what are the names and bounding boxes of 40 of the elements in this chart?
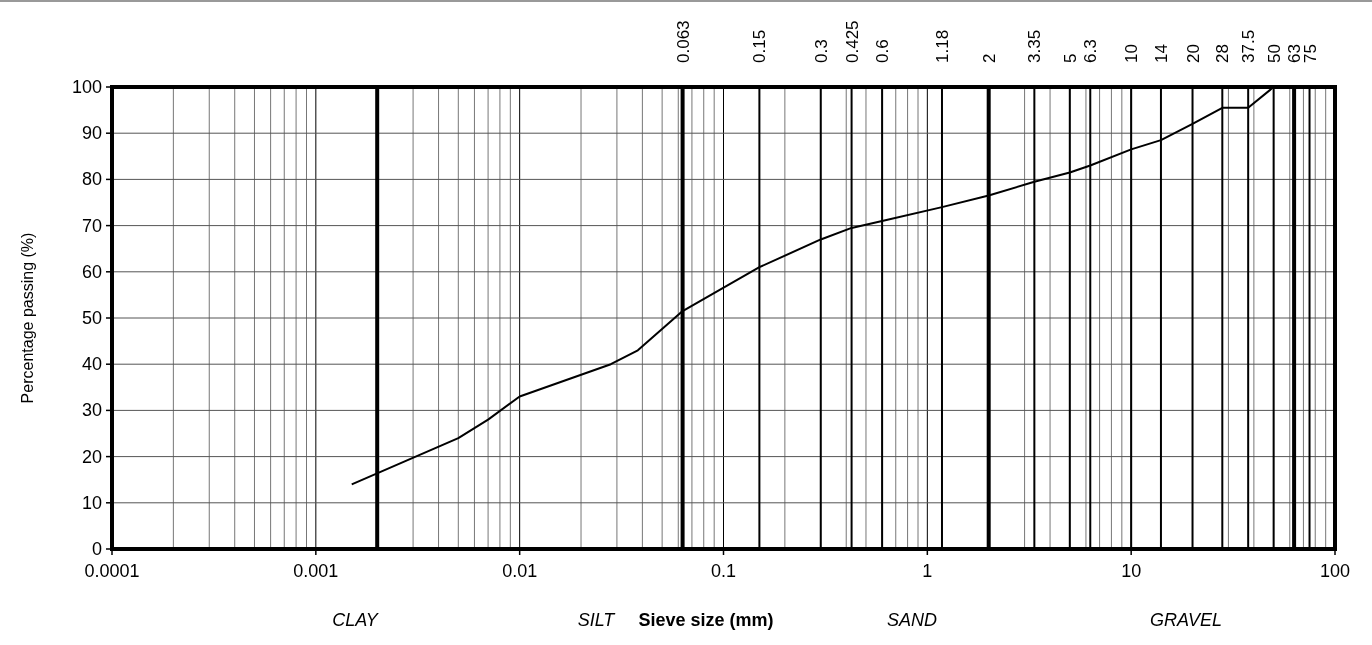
ref-line-label: 0.063	[673, 20, 693, 63]
x-tick-label: 100	[1319, 561, 1351, 581]
x-tick-label: 0.01	[502, 561, 538, 581]
x-tick-label: 0.0001	[84, 561, 140, 581]
x-tick-label: 1	[922, 561, 933, 581]
ref-line-label: 2	[979, 53, 999, 63]
text: GRAVEL	[1149, 610, 1223, 630]
y-tick-label: 60	[81, 261, 102, 282]
x-axis-title: Sieve size (mm)	[638, 610, 774, 630]
ref-line-label: 50	[1264, 44, 1284, 63]
text: SILT	[577, 610, 617, 630]
y-tick-label: 20	[81, 446, 102, 467]
x-tick-label: 0.1	[710, 561, 737, 581]
text: CLAY	[332, 610, 380, 630]
y-axis-title: Percentage passing (%)	[19, 232, 36, 404]
y-tick-label: 0	[91, 539, 102, 559]
x-tick-label: 0.001	[293, 561, 339, 581]
ref-line-label: 20	[1183, 44, 1203, 63]
y-tick-label: 100	[71, 77, 102, 97]
ref-line-label: 5	[1060, 53, 1080, 63]
x-tick-label: 10	[1121, 561, 1142, 581]
ref-line-label: 0.3	[811, 39, 831, 63]
ref-line-label: 6.3	[1081, 39, 1101, 63]
y-tick-label: 50	[81, 308, 102, 328]
ref-line-label: 0.6	[873, 39, 893, 63]
text: SAND	[886, 610, 938, 630]
ref-line-label: 10	[1122, 44, 1142, 63]
ref-line-label: 14	[1151, 44, 1171, 63]
ref-line-label: 3.35	[1025, 29, 1045, 63]
y-tick-label: 80	[81, 169, 102, 190]
ref-line-label: 0.425	[842, 20, 862, 63]
ref-line-label: 1.18	[932, 29, 952, 63]
ref-line-label: 28	[1213, 44, 1233, 63]
y-tick-label: 30	[81, 400, 102, 421]
y-tick-label: 40	[81, 354, 102, 375]
y-tick-label: 90	[81, 123, 102, 144]
y-tick-label: 70	[81, 215, 102, 236]
ref-line-label: 37.5	[1239, 29, 1259, 63]
y-tick-label: 10	[81, 492, 102, 513]
ref-line-label: 0.15	[750, 29, 770, 63]
